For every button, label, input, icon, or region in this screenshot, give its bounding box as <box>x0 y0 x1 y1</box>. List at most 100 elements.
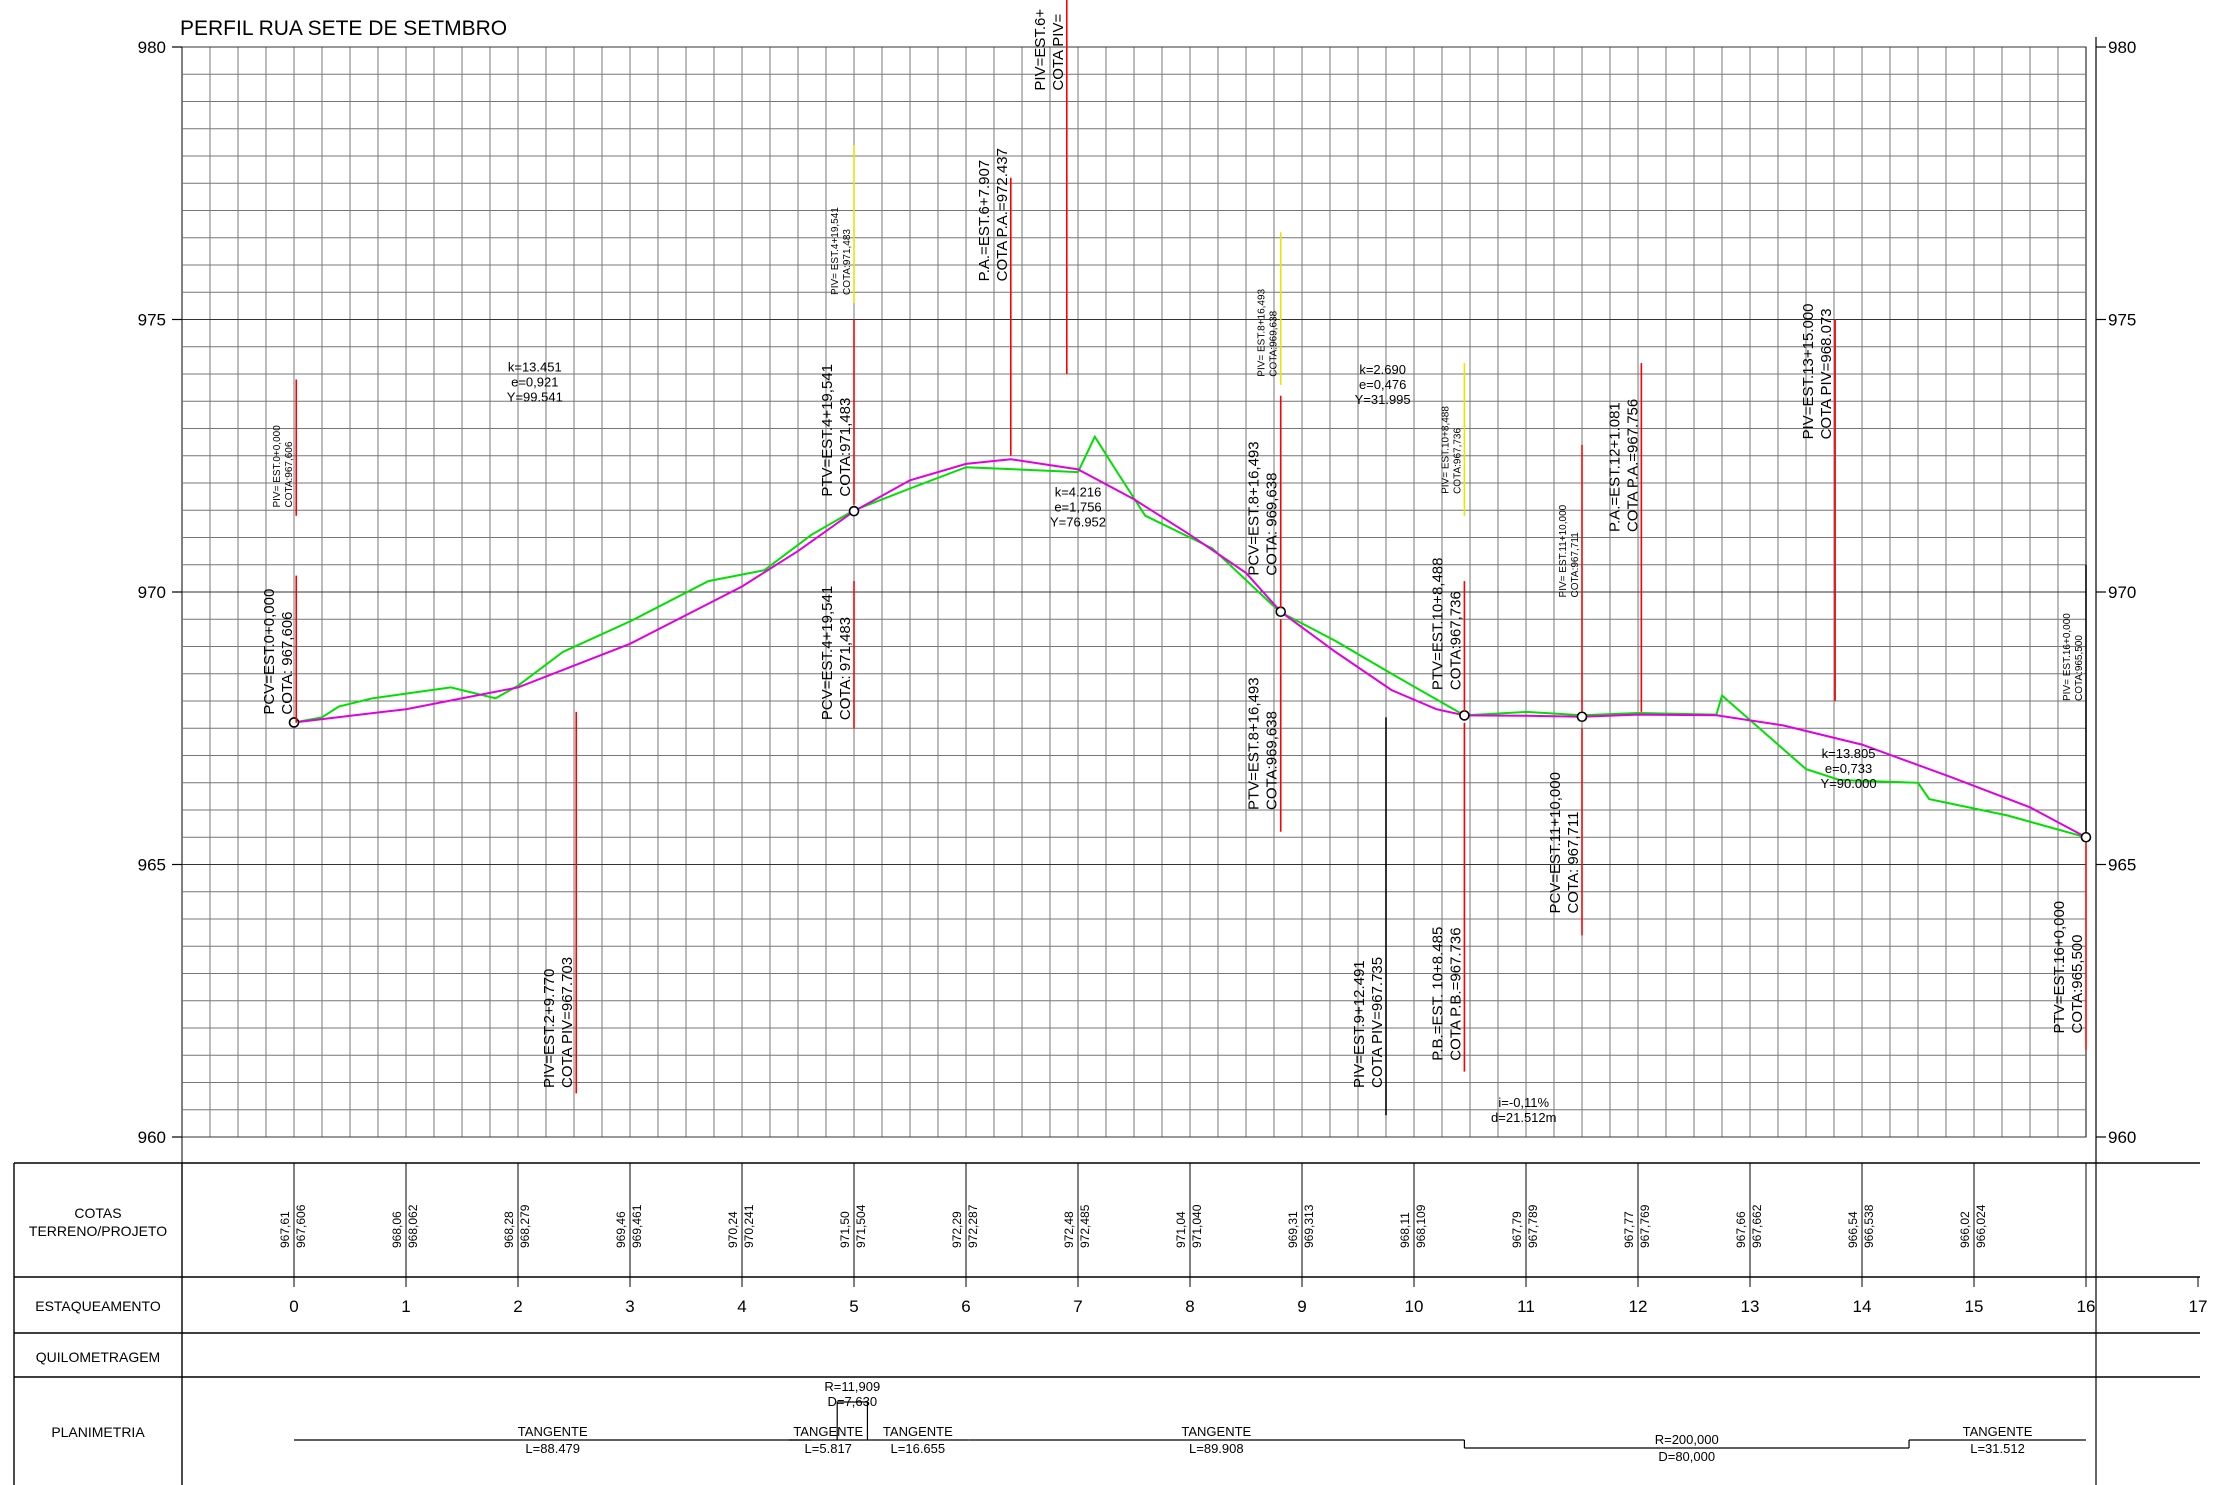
cota-terreno-value: 968,06 <box>390 1211 404 1248</box>
cota-projeto-value: 968,062 <box>406 1204 420 1248</box>
y-tick-label-left: 965 <box>138 856 166 875</box>
station-annotation-label: COTA:965,500 <box>2069 934 2086 1033</box>
vertical-curve-parameters: Y=31.995 <box>1355 392 1411 407</box>
design-profile-line <box>293 458 2087 839</box>
data-table: COTAS TERRENO/PROJETO ESTAQUEAMENTO QUILOME… <box>13 1137 2208 1485</box>
cota-projeto-value: 972,287 <box>966 1204 980 1248</box>
cota-projeto-value: 967,789 <box>1526 1204 1540 1248</box>
cota-projeto-value: 967,769 <box>1638 1204 1652 1248</box>
station-number: 5 <box>849 1297 858 1316</box>
station-annotation-label: PIV= EST.4+19,541 <box>830 207 841 295</box>
station-annotation-label: PIV=EST.9+12.491 <box>1351 960 1368 1088</box>
station-annotation-label: PIV=EST.13+15.000 <box>1800 303 1817 439</box>
y-tick-label-right: 980 <box>2108 38 2136 57</box>
cota-projeto-value: 967,662 <box>1750 1204 1764 1248</box>
station-annotation-label: COTA:969,638 <box>1269 310 1280 376</box>
y-tick-label-left: 960 <box>138 1128 166 1147</box>
planimetry-label: TANGENTE <box>518 1424 588 1439</box>
planimetry-label: TANGENTE <box>883 1424 953 1439</box>
row-label-cotas: COTAS <box>74 1205 121 1221</box>
station-number: 17 <box>2189 1297 2208 1316</box>
station-annotation-label: PCV=EST.0+0,000 <box>261 589 278 715</box>
station-annotations: PCV=EST.0+0,000 COTA: 967,606 PIV= EST.0+0… <box>261 0 2087 1125</box>
planimetry-label: TANGENTE <box>1181 1424 1251 1439</box>
station-number: 3 <box>625 1297 634 1316</box>
station-number: 8 <box>1185 1297 1194 1316</box>
station-annotation-label: COTA PIV= <box>1050 14 1067 91</box>
row-label-quilometragem: QUILOMETRAGEM <box>36 1349 160 1365</box>
station-annotation-label: COTA P.A.=967.756 <box>1624 399 1641 532</box>
station-annotation-label: COTA PIV=967.703 <box>559 957 576 1088</box>
station-annotation-label: COTA:967,736 <box>1452 427 1463 493</box>
station-annotation-label: COTA:965,500 <box>2074 635 2085 701</box>
cota-terreno-value: 972,29 <box>950 1211 964 1248</box>
cota-terreno-value: 966,54 <box>1846 1211 1860 1248</box>
station-number: 7 <box>1073 1297 1082 1316</box>
station-annotation-label: COTA: 971,483 <box>837 617 854 720</box>
vertical-curve-parameters: Y=90.000 <box>1821 776 1877 791</box>
station-annotation-label: PIV=EST.6+ <box>1032 9 1049 91</box>
planimetry-detail: L=16.655 <box>891 1441 946 1456</box>
cota-terreno-value: 969,46 <box>614 1211 628 1248</box>
curve-vertex-marker <box>848 505 860 517</box>
station-annotation-label: PIV= EST.0+0,000 <box>272 425 283 508</box>
station-annotation-label: COTA:971,483 <box>842 229 853 295</box>
grade-label: i=-0,11% <box>1498 1095 1549 1110</box>
vertical-curve-parameters: k=2.690 <box>1359 362 1406 377</box>
station-annotation-label: COTA PIV=968.073 <box>1818 308 1835 439</box>
cota-projeto-value: 968,279 <box>518 1204 532 1248</box>
station-annotation-label: PIV= EST.8+16,493 <box>1257 288 1268 376</box>
station-annotation-label: COTA:967,606 <box>284 441 295 507</box>
planimetry-detail: L=31.512 <box>1970 1441 2025 1456</box>
planimetry-label: TANGENTE <box>1963 1424 2033 1439</box>
station-number: 4 <box>737 1297 746 1316</box>
cota-projeto-value: 969,461 <box>630 1204 644 1248</box>
cota-terreno-value: 969,31 <box>1286 1211 1300 1248</box>
vertical-curve-parameters: e=0,921 <box>511 374 558 389</box>
station-annotation-label: P.A.=EST.6+7.907 <box>976 160 993 282</box>
vertical-curve-parameters: k=4.216 <box>1055 485 1102 500</box>
station-number: 0 <box>289 1297 298 1316</box>
y-tick-label-right: 965 <box>2108 856 2136 875</box>
station-number: 10 <box>1405 1297 1424 1316</box>
curve-vertex-marker <box>288 717 300 728</box>
station-annotation-label: PIV= EST.10+8,488 <box>1440 406 1451 494</box>
station-number: 6 <box>961 1297 970 1316</box>
station-number: 13 <box>1741 1297 1760 1316</box>
curve-vertex-marker <box>2080 831 2092 843</box>
station-number: 16 <box>2077 1297 2096 1316</box>
profile-grid <box>181 46 2087 1138</box>
planimetry-detail: D=80,000 <box>1658 1449 1715 1464</box>
station-annotation-label: COTA:969,638 <box>1264 711 1281 810</box>
station-annotation-label: PTV=EST.10+8,488 <box>1429 558 1446 691</box>
vertical-curve-parameters: e=0,476 <box>1359 377 1406 392</box>
grade-label: d=21.512m <box>1491 1110 1556 1125</box>
vertical-curve-parameters: e=0,733 <box>1825 761 1872 776</box>
y-tick-label-left: 980 <box>138 38 166 57</box>
station-number: 1 <box>401 1297 410 1316</box>
station-annotation-label: PTV=EST.16+0,000 <box>2051 901 2068 1034</box>
y-tick-label-left: 975 <box>138 311 166 330</box>
vertical-curve-parameters: Y=76.952 <box>1050 515 1106 530</box>
station-annotation-label: PTV=EST.4+19,541 <box>819 364 836 497</box>
planimetry-label: R=200,000 <box>1655 1432 1719 1447</box>
station-number: 11 <box>1517 1297 1535 1316</box>
station-number: 15 <box>1965 1297 1984 1316</box>
station-annotation-label: COTA:971,483 <box>837 398 854 497</box>
vertical-curve-parameters: e=1,756 <box>1054 500 1101 515</box>
planimetry-label: TANGENTE <box>793 1424 863 1439</box>
cota-projeto-value: 967,606 <box>294 1204 308 1248</box>
cota-terreno-value: 971,04 <box>1174 1211 1188 1248</box>
small-curve-label: R=11,909 <box>824 1379 880 1394</box>
cota-terreno-value: 967,77 <box>1622 1211 1636 1248</box>
station-annotation-label: PCV=EST.8+16,493 <box>1246 441 1263 575</box>
station-annotation-label: COTA:967,736 <box>1447 591 1464 690</box>
cota-projeto-value: 968,109 <box>1414 1204 1428 1248</box>
planimetry-detail: L=89.908 <box>1189 1441 1244 1456</box>
cota-projeto-value: 972,485 <box>1078 1204 1092 1248</box>
station-annotation-label: COTA: 967,711 <box>1565 812 1582 914</box>
cota-terreno-value: 967,61 <box>278 1211 292 1248</box>
station-annotation-label: COTA PIV=967.735 <box>1369 957 1386 1088</box>
station-annotation-label: P.A.=EST.12+1.081 <box>1606 402 1623 532</box>
